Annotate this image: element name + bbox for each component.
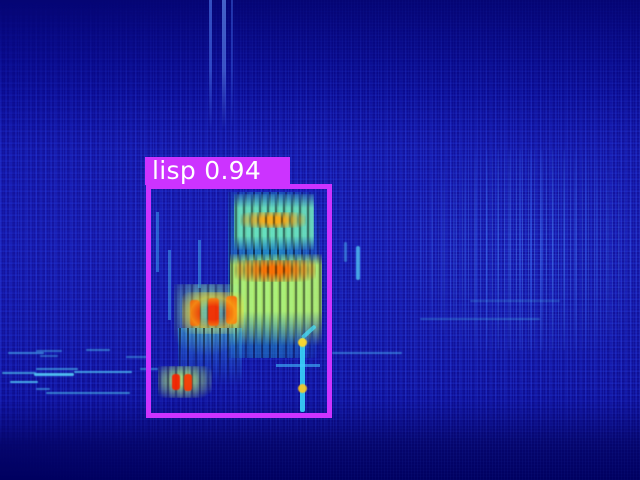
low-burst-peak [172, 374, 180, 390]
tonal-streak [36, 368, 78, 370]
tonal-streak [74, 371, 132, 373]
right-tail-node [298, 338, 307, 347]
burst-halo [182, 292, 244, 334]
tonal-streak [356, 246, 360, 280]
low-burst-peak [184, 374, 192, 391]
tonal-streak [46, 392, 130, 394]
right-tail-crossbar [276, 364, 320, 367]
left-tick [156, 212, 159, 272]
right-channel-activity [420, 150, 640, 350]
tonal-streak [126, 356, 148, 358]
tonal-streak [36, 350, 62, 352]
tonal-streak [10, 381, 38, 383]
tonal-streak [2, 372, 36, 374]
right-tail [300, 338, 305, 412]
tonal-streak [332, 352, 402, 354]
tonal-streak [344, 242, 347, 262]
detection-bounding-box[interactable] [146, 184, 332, 418]
detection-label-banner[interactable]: lisp 0.94 [145, 157, 290, 185]
tonal-streak [40, 355, 58, 357]
tonal-streak [34, 373, 74, 376]
detection-label-text: lisp 0.94 [152, 156, 262, 185]
mid-harmonic-core [234, 260, 316, 282]
left-tick [168, 250, 171, 320]
tonal-streak [420, 318, 540, 320]
tonal-streak [86, 349, 110, 351]
call-energy-region [150, 188, 328, 416]
right-tail-node [298, 384, 307, 393]
left-tick [198, 240, 201, 288]
upper-harmonic-core [240, 212, 306, 228]
tonal-streak [8, 352, 44, 354]
tonal-streak [470, 300, 560, 302]
tonal-streak [36, 388, 50, 390]
